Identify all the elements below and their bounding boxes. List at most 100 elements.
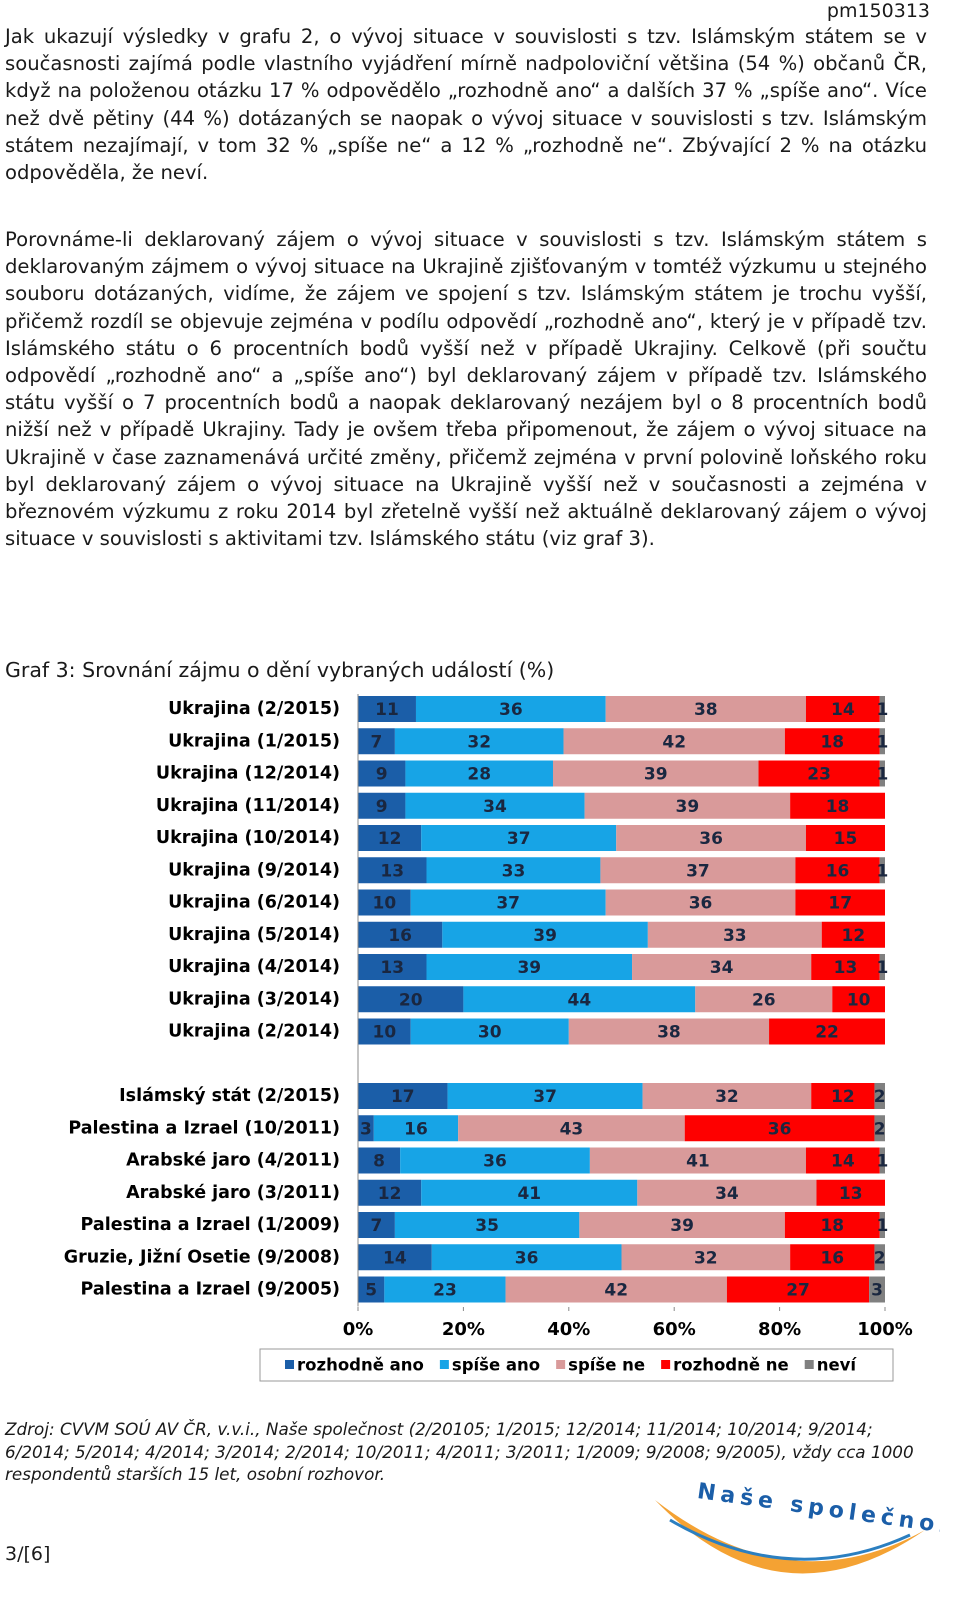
data-label: 12 [831, 1087, 855, 1107]
category-label: Arabské jaro (3/2011) [126, 1183, 340, 1203]
data-label: 12 [378, 1184, 402, 1204]
data-label: 37 [533, 1087, 557, 1107]
data-label: 23 [433, 1281, 457, 1301]
bar-segment [358, 1212, 395, 1238]
bar-segment [421, 825, 617, 851]
data-label: 35 [475, 1216, 499, 1236]
data-label: 32 [694, 1248, 718, 1268]
bar-segment [790, 792, 885, 819]
bar-segment [647, 921, 822, 948]
bar-segment [400, 1147, 590, 1174]
data-label: 3 [360, 1119, 372, 1139]
bar-segment [879, 857, 885, 884]
data-label: 17 [391, 1087, 415, 1107]
x-tick-label: 100% [857, 1319, 913, 1340]
data-label: 1 [876, 958, 888, 978]
x-tick-label: 40% [547, 1319, 590, 1340]
bar-segment [568, 1018, 770, 1045]
bar-segment [726, 1276, 870, 1303]
bar-segment [358, 696, 416, 722]
data-label: 7 [371, 732, 383, 752]
bar-segment [442, 921, 648, 948]
legend-label: rozhodně ano [297, 1356, 424, 1375]
bar-segment [805, 696, 880, 722]
logo-swoosh [655, 1500, 925, 1574]
legend-swatch [556, 1360, 566, 1369]
x-tick-label: 0% [343, 1319, 374, 1340]
bar-segment [695, 986, 833, 1013]
source-note: Zdroj: CVVM SOÚ AV ČR, v.v.i., Naše spol… [5, 1419, 914, 1484]
data-label: 39 [670, 1216, 694, 1236]
data-label: 1 [876, 1152, 888, 1172]
category-label: Ukrajina (1/2015) [168, 731, 340, 751]
data-label: 12 [842, 926, 866, 946]
category-label: Arabské jaro (4/2011) [126, 1151, 340, 1171]
bar-segment [505, 1276, 727, 1303]
category-label: Ukrajina (11/2014) [156, 796, 340, 816]
data-label: 39 [517, 958, 541, 978]
logo-line [669, 1518, 911, 1561]
bar-segment [410, 1018, 569, 1045]
data-label: 3 [871, 1281, 883, 1301]
bar-segment [879, 954, 885, 980]
data-label: 32 [467, 732, 491, 752]
data-label: 37 [686, 861, 710, 881]
data-label: 30 [478, 1023, 502, 1043]
bar-segment [879, 760, 885, 787]
page-number: 3/[6] [5, 1543, 51, 1565]
data-label: 5 [365, 1281, 377, 1301]
bar-segment [358, 1179, 422, 1206]
data-label: 34 [710, 958, 734, 978]
bar-segment [463, 986, 696, 1013]
bar-segment [358, 954, 427, 980]
bar-segment [784, 728, 880, 755]
data-label: 36 [689, 894, 713, 914]
data-label: 22 [815, 1023, 839, 1043]
data-label: 14 [383, 1248, 407, 1268]
data-label: 36 [515, 1248, 539, 1268]
data-label: 10 [373, 1023, 397, 1043]
paragraph: Porovnáme-li deklarovaný zájem o vývoj s… [5, 228, 927, 551]
bar-segment [358, 792, 406, 819]
bar-segment [605, 696, 806, 722]
bar-segment [621, 1244, 791, 1271]
bar-segment [394, 1212, 580, 1238]
data-label: 36 [499, 700, 523, 720]
bar-segment [458, 1115, 685, 1142]
category-label: Ukrajina (4/2014) [168, 957, 340, 977]
category-label: Gruzie, Jižní Osetie (9/2008) [64, 1247, 340, 1267]
bar-segment [805, 825, 885, 851]
data-label: 44 [568, 990, 592, 1010]
bar-segment [616, 825, 806, 851]
data-label: 38 [694, 700, 718, 720]
data-label: 34 [715, 1184, 739, 1204]
data-label: 1 [876, 861, 888, 881]
data-label: 2 [874, 1119, 886, 1139]
bar-segment [811, 954, 880, 980]
bar-segment [879, 728, 885, 755]
bar-segment [758, 760, 880, 787]
data-label: 18 [820, 732, 844, 752]
data-label: 36 [483, 1152, 507, 1172]
category-label: Ukrajina (3/2014) [168, 989, 340, 1009]
bar-segment [405, 792, 585, 819]
bar-segment [790, 1244, 875, 1271]
data-label: 23 [807, 765, 831, 785]
bar-segment [358, 986, 464, 1013]
paragraph: Jak ukazují výsledky v grafu 2, o vývoj … [5, 25, 927, 185]
legend-swatch [804, 1360, 814, 1369]
data-label: 13 [380, 861, 404, 881]
bar-segment [605, 889, 796, 916]
data-label: 1 [876, 765, 888, 785]
legend-swatch [439, 1360, 449, 1369]
bar-segment [394, 728, 564, 755]
bar-segment [358, 728, 395, 755]
bar-segment [642, 1083, 812, 1109]
bar-segment [358, 760, 406, 787]
bar-segment [447, 1083, 643, 1109]
legend-label: neví [817, 1356, 858, 1375]
bar-segment [579, 1212, 785, 1238]
legend-swatch [661, 1360, 671, 1369]
